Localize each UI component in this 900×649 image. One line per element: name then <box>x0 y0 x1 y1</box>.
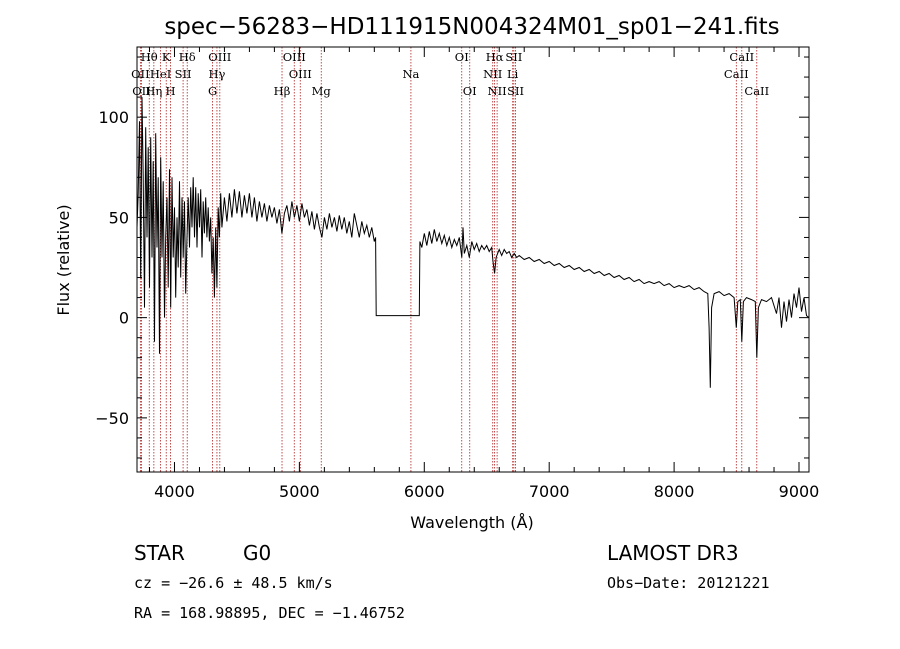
spectral-line-label: SII <box>505 50 522 64</box>
spectral-line-label: K <box>162 50 171 64</box>
spectral-line-label: NII <box>483 67 502 81</box>
plot-frame <box>136 46 810 473</box>
spectral-line-label: Mg <box>312 84 332 98</box>
spectral-line-label: OII <box>131 67 150 81</box>
spectral-line-label: OIII <box>289 67 312 81</box>
spectral-line-markers <box>139 47 758 472</box>
object-subclass: G0 <box>243 541 271 565</box>
flux-series-line <box>136 97 810 388</box>
spectral-line-label: OI <box>463 84 477 98</box>
spectral-line-label: Hα <box>486 50 504 64</box>
spectral-line-label: Li <box>507 67 519 81</box>
x-tick-label: 9000 <box>779 482 820 501</box>
spectral-line-label: Hγ <box>208 67 225 81</box>
spectral-line-label: CaII <box>724 67 749 81</box>
y-axis-label: Flux (relative) <box>54 204 73 315</box>
y-axis-ticks: −50 0 50 100 <box>95 56 809 459</box>
x-axis-label: Wavelength (Å) <box>410 513 533 532</box>
spectral-line-label: Hδ <box>179 50 196 64</box>
coordinates-readout: RA = 168.98895, DEC = −1.46752 <box>134 604 405 622</box>
y-tick-label: 50 <box>109 208 129 227</box>
spectral-line-label: Hβ <box>274 84 291 98</box>
x-axis-ticks: 4000 5000 6000 7000 8000 9000 <box>148 47 820 501</box>
observation-date: Obs−Date: 20121221 <box>607 574 770 592</box>
chart-title: spec−56283−HD111915N004324M01_sp01−241.f… <box>164 14 779 40</box>
spectral-line-label: HeI <box>150 67 171 81</box>
spectral-line-label: NII <box>488 84 507 98</box>
spectral-line-label: OI <box>455 50 469 64</box>
spectral-line-label: G <box>208 84 217 98</box>
spectral-line-label: CaII <box>744 84 769 98</box>
x-tick-label: 7000 <box>529 482 570 501</box>
y-tick-label: −50 <box>95 409 129 428</box>
redshift-readout: cz = −26.6 ± 48.5 km/s <box>134 574 333 592</box>
y-tick-label: 100 <box>98 108 129 127</box>
x-tick-label: 6000 <box>404 482 445 501</box>
spectral-line-label: Hη <box>145 84 162 98</box>
spectral-line-label: H <box>165 84 175 98</box>
spectral-line-label: OIII <box>283 50 306 64</box>
spectral-line-label: Hθ <box>141 50 158 64</box>
object-type: STAR <box>134 541 185 565</box>
spectral-line-label: CaII <box>729 50 754 64</box>
x-tick-label: 8000 <box>654 482 695 501</box>
x-tick-label: 4000 <box>154 482 195 501</box>
survey-name: LAMOST DR3 <box>607 541 739 565</box>
spectral-line-label: SII <box>175 67 192 81</box>
y-tick-label: 0 <box>119 309 129 328</box>
spectral-line-label: OIII <box>208 50 231 64</box>
x-tick-label: 5000 <box>279 482 320 501</box>
spectral-line-label: SII <box>507 84 524 98</box>
spectral-line-label: Na <box>402 67 419 81</box>
